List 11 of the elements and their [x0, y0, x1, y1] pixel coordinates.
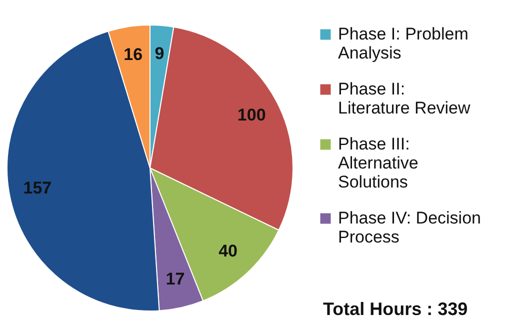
data-label: 16 — [124, 44, 143, 64]
data-label: 9 — [154, 44, 164, 63]
text: Total Hours : 339 — [323, 299, 468, 319]
legend-label: Phase I: Problem Analysis — [338, 24, 468, 62]
legend-label: Phase IV: Decision Process — [338, 208, 481, 246]
legend-label: Phase II: Literature Review — [338, 80, 472, 118]
data-label: 100 — [237, 105, 266, 124]
data-label: 40 — [218, 242, 238, 261]
legend-label: Phase III: Alternative Solutions — [338, 134, 418, 192]
data-label: 17 — [166, 270, 185, 289]
data-label: 157 — [23, 178, 52, 198]
